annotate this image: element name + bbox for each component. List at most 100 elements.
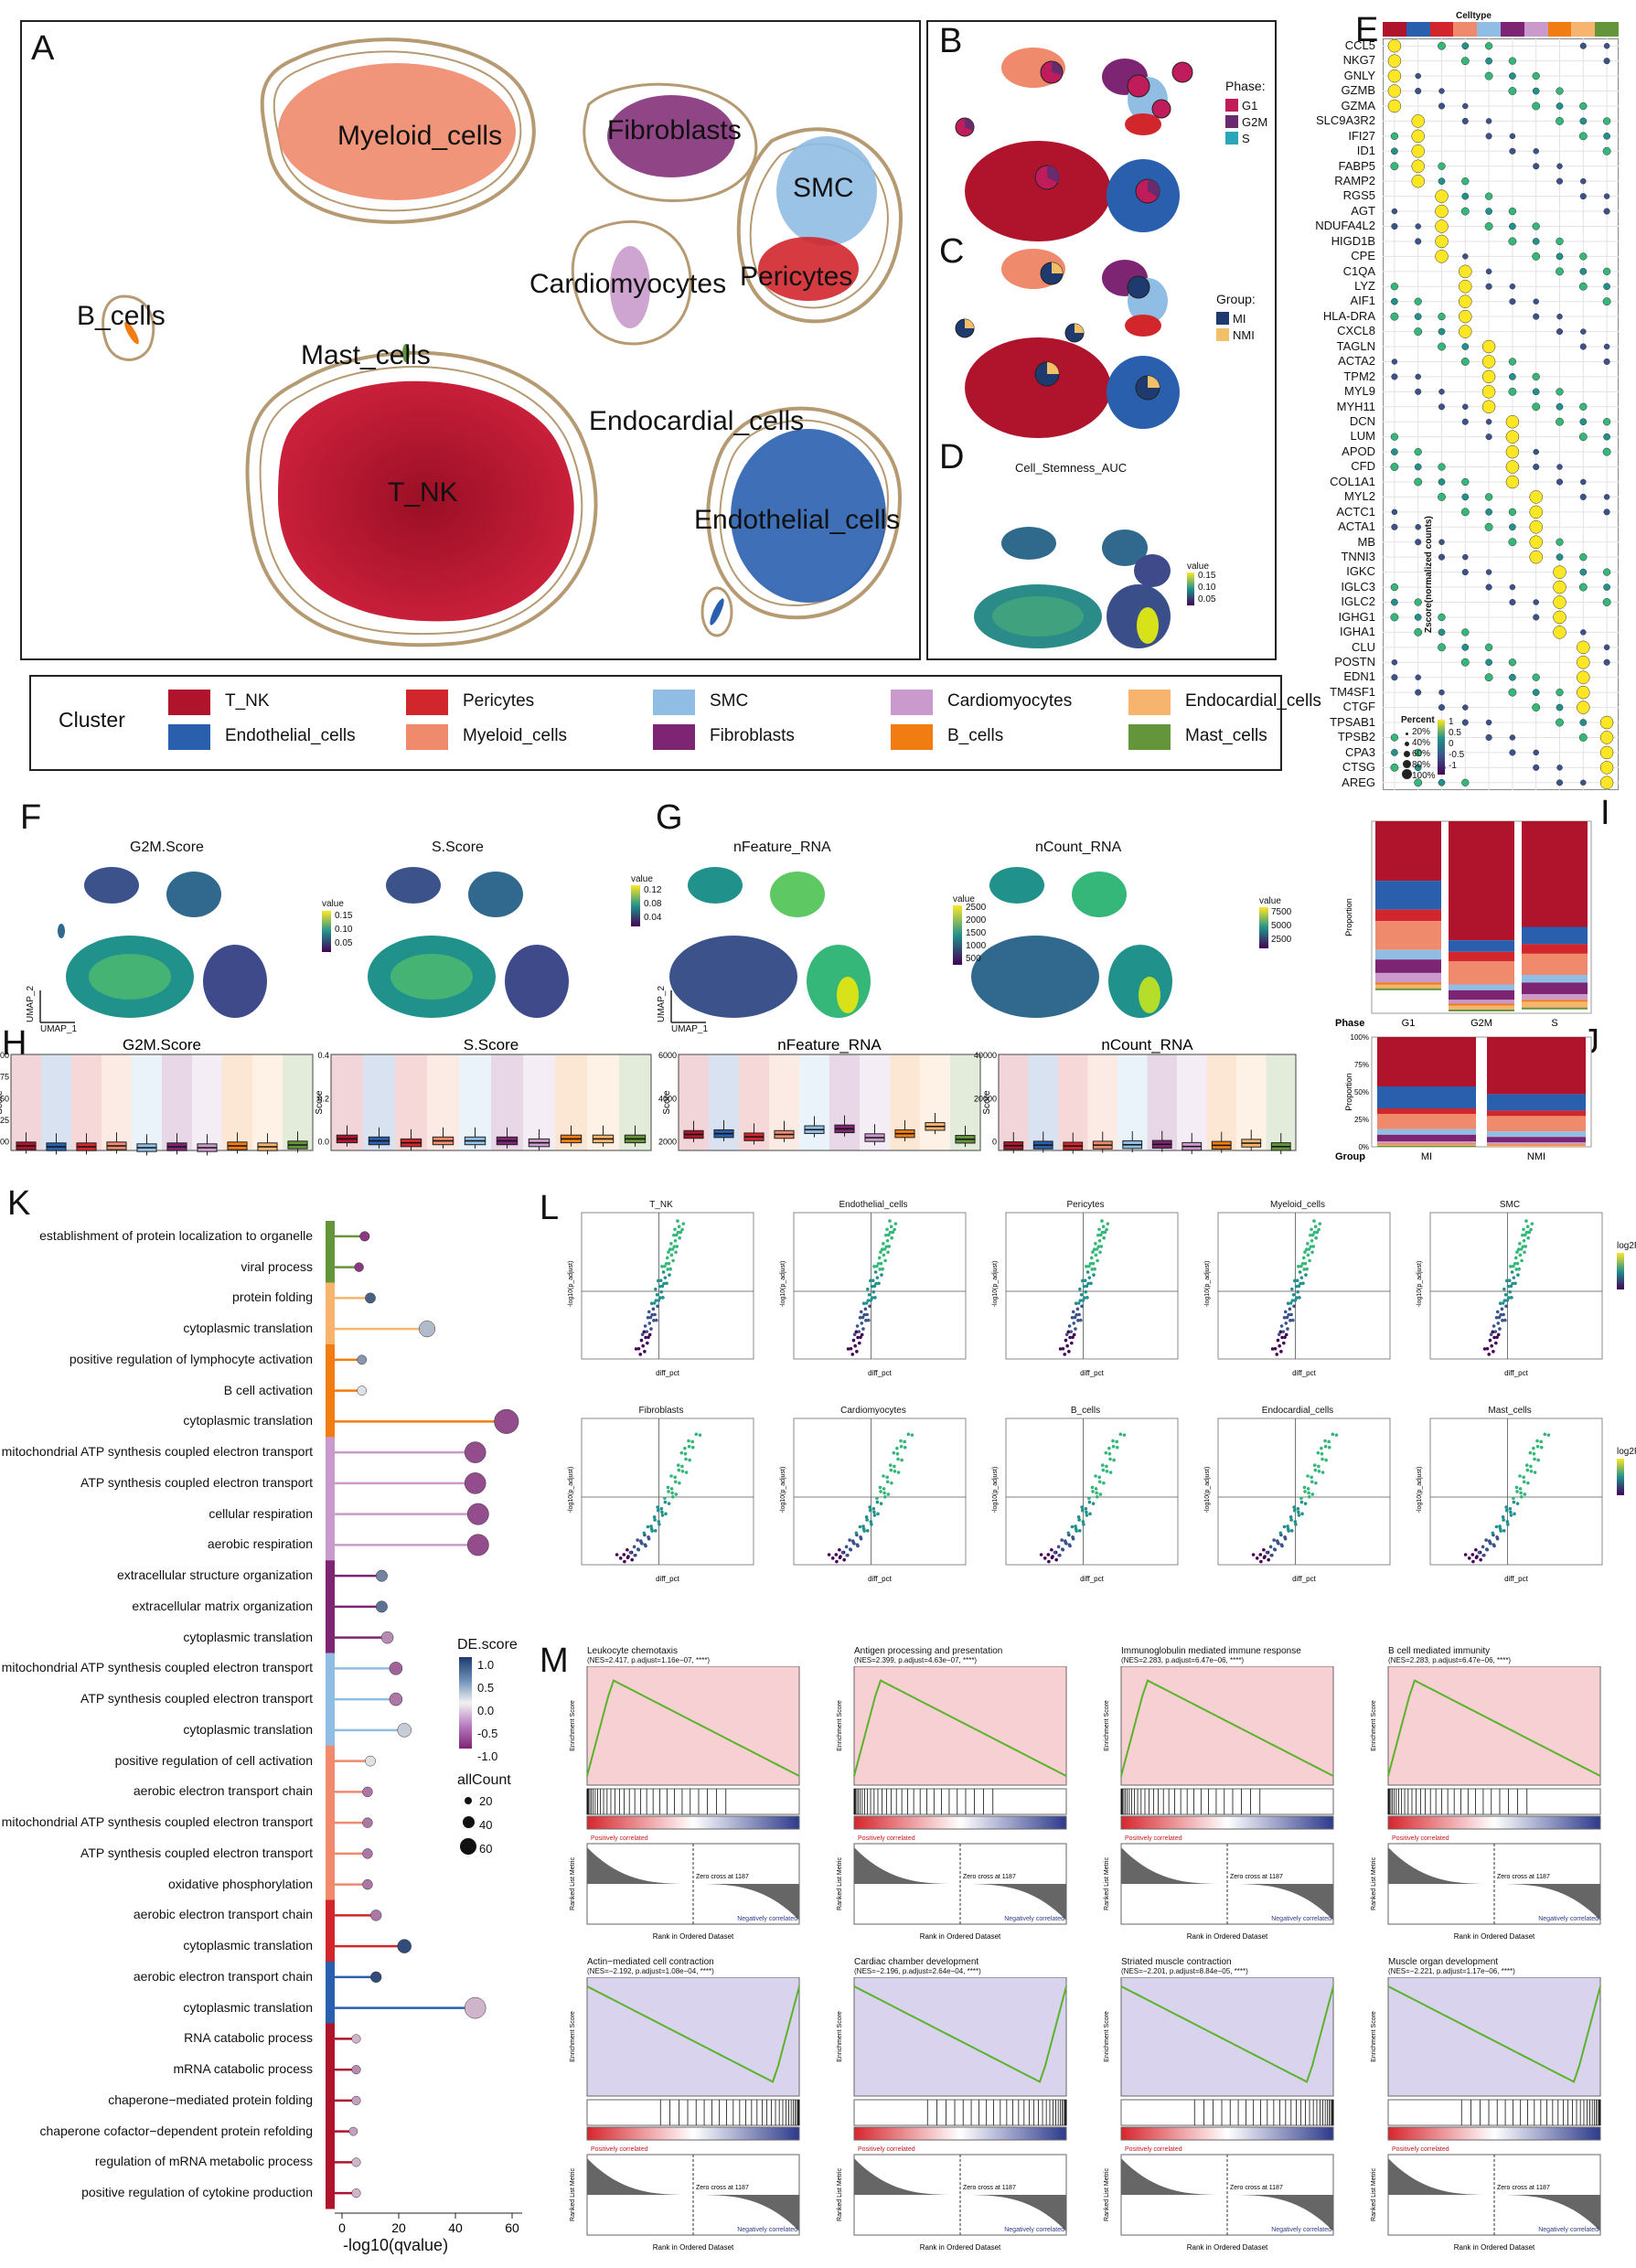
dot-marker	[1461, 628, 1470, 637]
volcano-point	[1477, 1550, 1481, 1555]
stacked-bar-segment	[1522, 994, 1588, 1000]
f-s-tick-1: 0.08	[644, 899, 662, 909]
volcano-point	[1299, 1496, 1303, 1501]
volcano-title: B_cells	[1070, 1406, 1101, 1416]
volcano-point	[1067, 1350, 1071, 1353]
volcano-point	[1091, 1502, 1096, 1505]
gsea-es-curve	[1120, 1985, 1334, 2083]
panel-c-umap	[955, 249, 1180, 438]
k-stick-2: 60	[479, 1841, 493, 1856]
volcano-point	[1310, 1480, 1314, 1484]
cluster-swatch	[168, 724, 210, 750]
volcano-xlabel: diff_pct	[656, 1575, 679, 1583]
f-g2m-tick-0: 0.15	[335, 911, 353, 921]
volcano-point	[626, 1547, 629, 1552]
volcano-point	[1285, 1315, 1289, 1320]
volcano-point	[846, 1347, 850, 1351]
volcano-point	[1071, 1535, 1075, 1539]
stacked-bar-segment	[1375, 921, 1441, 950]
volcano-point	[643, 1324, 647, 1328]
volcano-point	[871, 1289, 875, 1294]
percent-40: 40%	[1412, 737, 1431, 748]
volcano-plot: Endothelial_cells diff_pct -log10(p_adjust…	[777, 1200, 969, 1383]
label-peri: Pericytes	[740, 262, 853, 292]
gene-label: IGLC2	[1341, 594, 1375, 609]
volcano-point	[1276, 1338, 1280, 1343]
volcano-point	[868, 1508, 872, 1513]
volcano-point	[866, 1299, 871, 1302]
volcano-point	[676, 1463, 680, 1468]
volcano-point	[1321, 1457, 1324, 1461]
f-g2m-legend-title: value	[322, 899, 344, 909]
g-ncount-tick-1: 5000	[1271, 921, 1292, 931]
dot-marker	[1578, 132, 1588, 141]
k-term-label: cellular respiration	[209, 1505, 313, 1521]
legend-label-s: S	[1242, 131, 1250, 145]
dot-marker	[1484, 42, 1493, 50]
volcano-point	[1303, 1250, 1307, 1254]
stacked-bar-segment	[1449, 1003, 1514, 1006]
volcano-plot: Cardiomyocytes diff_pct -log10(p_adjust)	[777, 1406, 969, 1589]
dot-marker	[1553, 565, 1566, 579]
panel-e-plot	[1383, 38, 1619, 790]
dot-marker	[1556, 688, 1564, 697]
volcano-point	[1529, 1227, 1533, 1232]
gsea-ranked-area	[1121, 1847, 1333, 1920]
dot-marker	[1579, 42, 1587, 49]
k-term-label: RNA catabolic process	[184, 2030, 313, 2046]
volcano-point	[1502, 1299, 1507, 1302]
g-ncount-tick-0: 7500	[1271, 907, 1292, 917]
volcano-point	[1077, 1312, 1081, 1317]
volcano-point	[1097, 1475, 1101, 1480]
volcano-point	[669, 1242, 673, 1246]
volcano-point	[868, 1505, 871, 1509]
volcano-point	[1316, 1450, 1321, 1455]
dot-marker	[1462, 704, 1469, 711]
volcano-point	[655, 1292, 659, 1297]
volcano-point	[895, 1446, 899, 1450]
volcano-point	[857, 1330, 861, 1333]
volcano-point	[649, 1301, 654, 1306]
stacked-bar-segment	[1487, 1037, 1586, 1095]
volcano-point	[1085, 1265, 1088, 1268]
dot-marker	[1459, 309, 1472, 324]
dot-marker	[1438, 389, 1445, 395]
k-lollipop-point	[351, 2095, 361, 2105]
gsea-ylabel-rank: Ranked List Metric	[1104, 1857, 1110, 1910]
dot-marker	[1460, 57, 1470, 66]
cluster-legend-label: SMC	[710, 691, 749, 711]
f-s-tick-2: 0.04	[644, 913, 662, 923]
volcano-point	[1532, 1446, 1535, 1450]
dot-marker	[1435, 234, 1449, 249]
dot-marker	[1485, 733, 1492, 742]
panel-c-letter: C	[939, 232, 965, 271]
volcano-point	[872, 1514, 877, 1517]
volcano-point	[1074, 1301, 1078, 1306]
volcano-point	[1290, 1287, 1294, 1291]
dot-marker	[1391, 358, 1398, 365]
volcano-point	[1506, 1523, 1510, 1526]
boxplot-ytick: 0.4	[317, 1051, 329, 1060]
dot-marker	[1391, 222, 1398, 230]
volcano-point	[1075, 1312, 1078, 1317]
volcano-point	[848, 1538, 851, 1542]
volcano-point	[647, 1535, 650, 1539]
volcano-point	[860, 1321, 864, 1325]
stacked-bar-segment	[1375, 972, 1441, 983]
volcano-point	[1058, 1347, 1063, 1351]
volcano-point	[853, 1343, 857, 1348]
boxplot-ytick: 40000	[974, 1051, 997, 1060]
gsea-zero-cross: Zero cross at 1187	[1230, 2185, 1283, 2191]
volcano-point	[679, 1450, 684, 1455]
f-s-colorbar	[631, 885, 640, 926]
volcano-point	[652, 1301, 657, 1305]
volcano-point	[852, 1332, 857, 1337]
dot-marker	[1579, 418, 1588, 426]
dot-marker	[1603, 433, 1610, 441]
volcano-point	[1107, 1446, 1111, 1450]
volcano-ylabel: -log10(p_adjust)	[780, 1467, 786, 1514]
panel-a-letter: A	[31, 29, 55, 68]
volcano-point	[1118, 1432, 1123, 1437]
k-group-bar	[326, 2146, 335, 2178]
volcano-point	[885, 1480, 890, 1484]
